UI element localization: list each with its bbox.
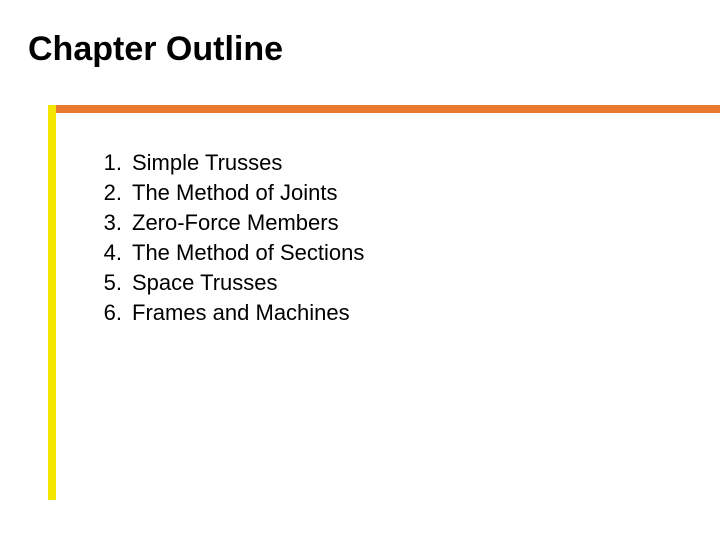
list-item-text: The Method of Sections — [132, 238, 364, 268]
list-item-number: 6. — [82, 298, 122, 328]
list-item-text: Frames and Machines — [132, 298, 350, 328]
list-item-number: 4. — [82, 238, 122, 268]
outline-list: 1.Simple Trusses2.The Method of Joints3.… — [82, 148, 364, 328]
page-title: Chapter Outline — [28, 30, 283, 69]
list-item-text: The Method of Joints — [132, 178, 337, 208]
slide: Chapter Outline 1. Simple Trusses 2. The Me… — [0, 0, 720, 540]
list-item-text: Space Trusses — [132, 268, 278, 298]
list-item-text: Zero-Force Members — [132, 208, 339, 238]
horizontal-accent-bar — [48, 105, 720, 113]
list-item: 4. The Method of Sections — [82, 238, 364, 268]
list-item: 5. Space Trusses — [82, 268, 364, 298]
list-item-number: 1. — [82, 148, 122, 178]
list-item: 2. The Method of Joints — [82, 178, 364, 208]
list-item-number: 5. — [82, 268, 122, 298]
list-item-number: 2. — [82, 178, 122, 208]
vertical-accent-bar — [48, 105, 56, 500]
list-item: 1. Simple Trusses — [82, 148, 364, 178]
list-item: 3. Zero-Force Members — [82, 208, 364, 238]
list-item: 6. Frames and Machines — [82, 298, 364, 328]
list-item-text: Simple Trusses — [132, 148, 282, 178]
list-item-number: 3. — [82, 208, 122, 238]
